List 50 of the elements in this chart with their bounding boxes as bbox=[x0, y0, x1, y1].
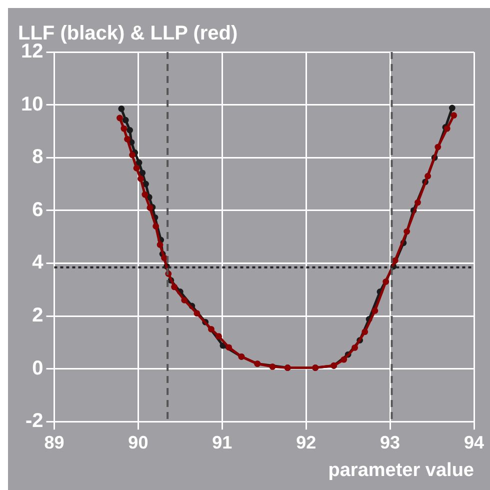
point bbox=[136, 159, 142, 166]
point bbox=[120, 125, 128, 132]
point bbox=[142, 191, 148, 198]
y-tick-label: -2 bbox=[25, 410, 44, 432]
point bbox=[181, 296, 188, 304]
point bbox=[129, 152, 136, 158]
point bbox=[124, 136, 130, 142]
y-tick-label: 10 bbox=[20, 93, 44, 116]
point bbox=[434, 144, 442, 150]
y-tick-label: 0 bbox=[32, 357, 44, 380]
point bbox=[450, 112, 458, 119]
y-tick-label: 4 bbox=[32, 252, 44, 274]
y-tick-label: 6 bbox=[32, 198, 44, 221]
point bbox=[340, 356, 348, 363]
point bbox=[208, 326, 214, 332]
point bbox=[194, 310, 200, 317]
x-tick-label: 89 bbox=[44, 432, 64, 452]
point bbox=[118, 106, 125, 112]
point bbox=[424, 172, 432, 180]
point bbox=[216, 333, 222, 340]
x-tick-label: 94 bbox=[464, 432, 484, 452]
y-tick-label: 8 bbox=[32, 146, 44, 168]
point bbox=[269, 363, 276, 370]
x-axis-title: parameter value bbox=[328, 460, 474, 481]
point bbox=[138, 176, 144, 182]
point bbox=[126, 126, 133, 134]
point bbox=[139, 170, 146, 176]
point bbox=[382, 278, 390, 285]
point bbox=[122, 116, 129, 124]
point bbox=[146, 204, 154, 211]
point bbox=[392, 257, 398, 264]
y-tick-label: 2 bbox=[32, 304, 44, 327]
point bbox=[133, 164, 140, 172]
point bbox=[362, 328, 368, 336]
point bbox=[352, 344, 358, 351]
point bbox=[142, 180, 149, 188]
point bbox=[226, 344, 232, 351]
point bbox=[414, 199, 421, 206]
point bbox=[448, 104, 456, 112]
point bbox=[156, 242, 164, 248]
point bbox=[171, 284, 178, 290]
x-tick-label: 93 bbox=[380, 432, 400, 452]
point bbox=[161, 254, 168, 262]
x-tick-label: 90 bbox=[128, 432, 148, 452]
x-tick-label: 91 bbox=[212, 432, 232, 452]
point bbox=[404, 228, 410, 235]
x-tick-label: 92 bbox=[296, 432, 316, 452]
point bbox=[116, 114, 123, 122]
point bbox=[372, 308, 378, 314]
point bbox=[152, 223, 160, 230]
